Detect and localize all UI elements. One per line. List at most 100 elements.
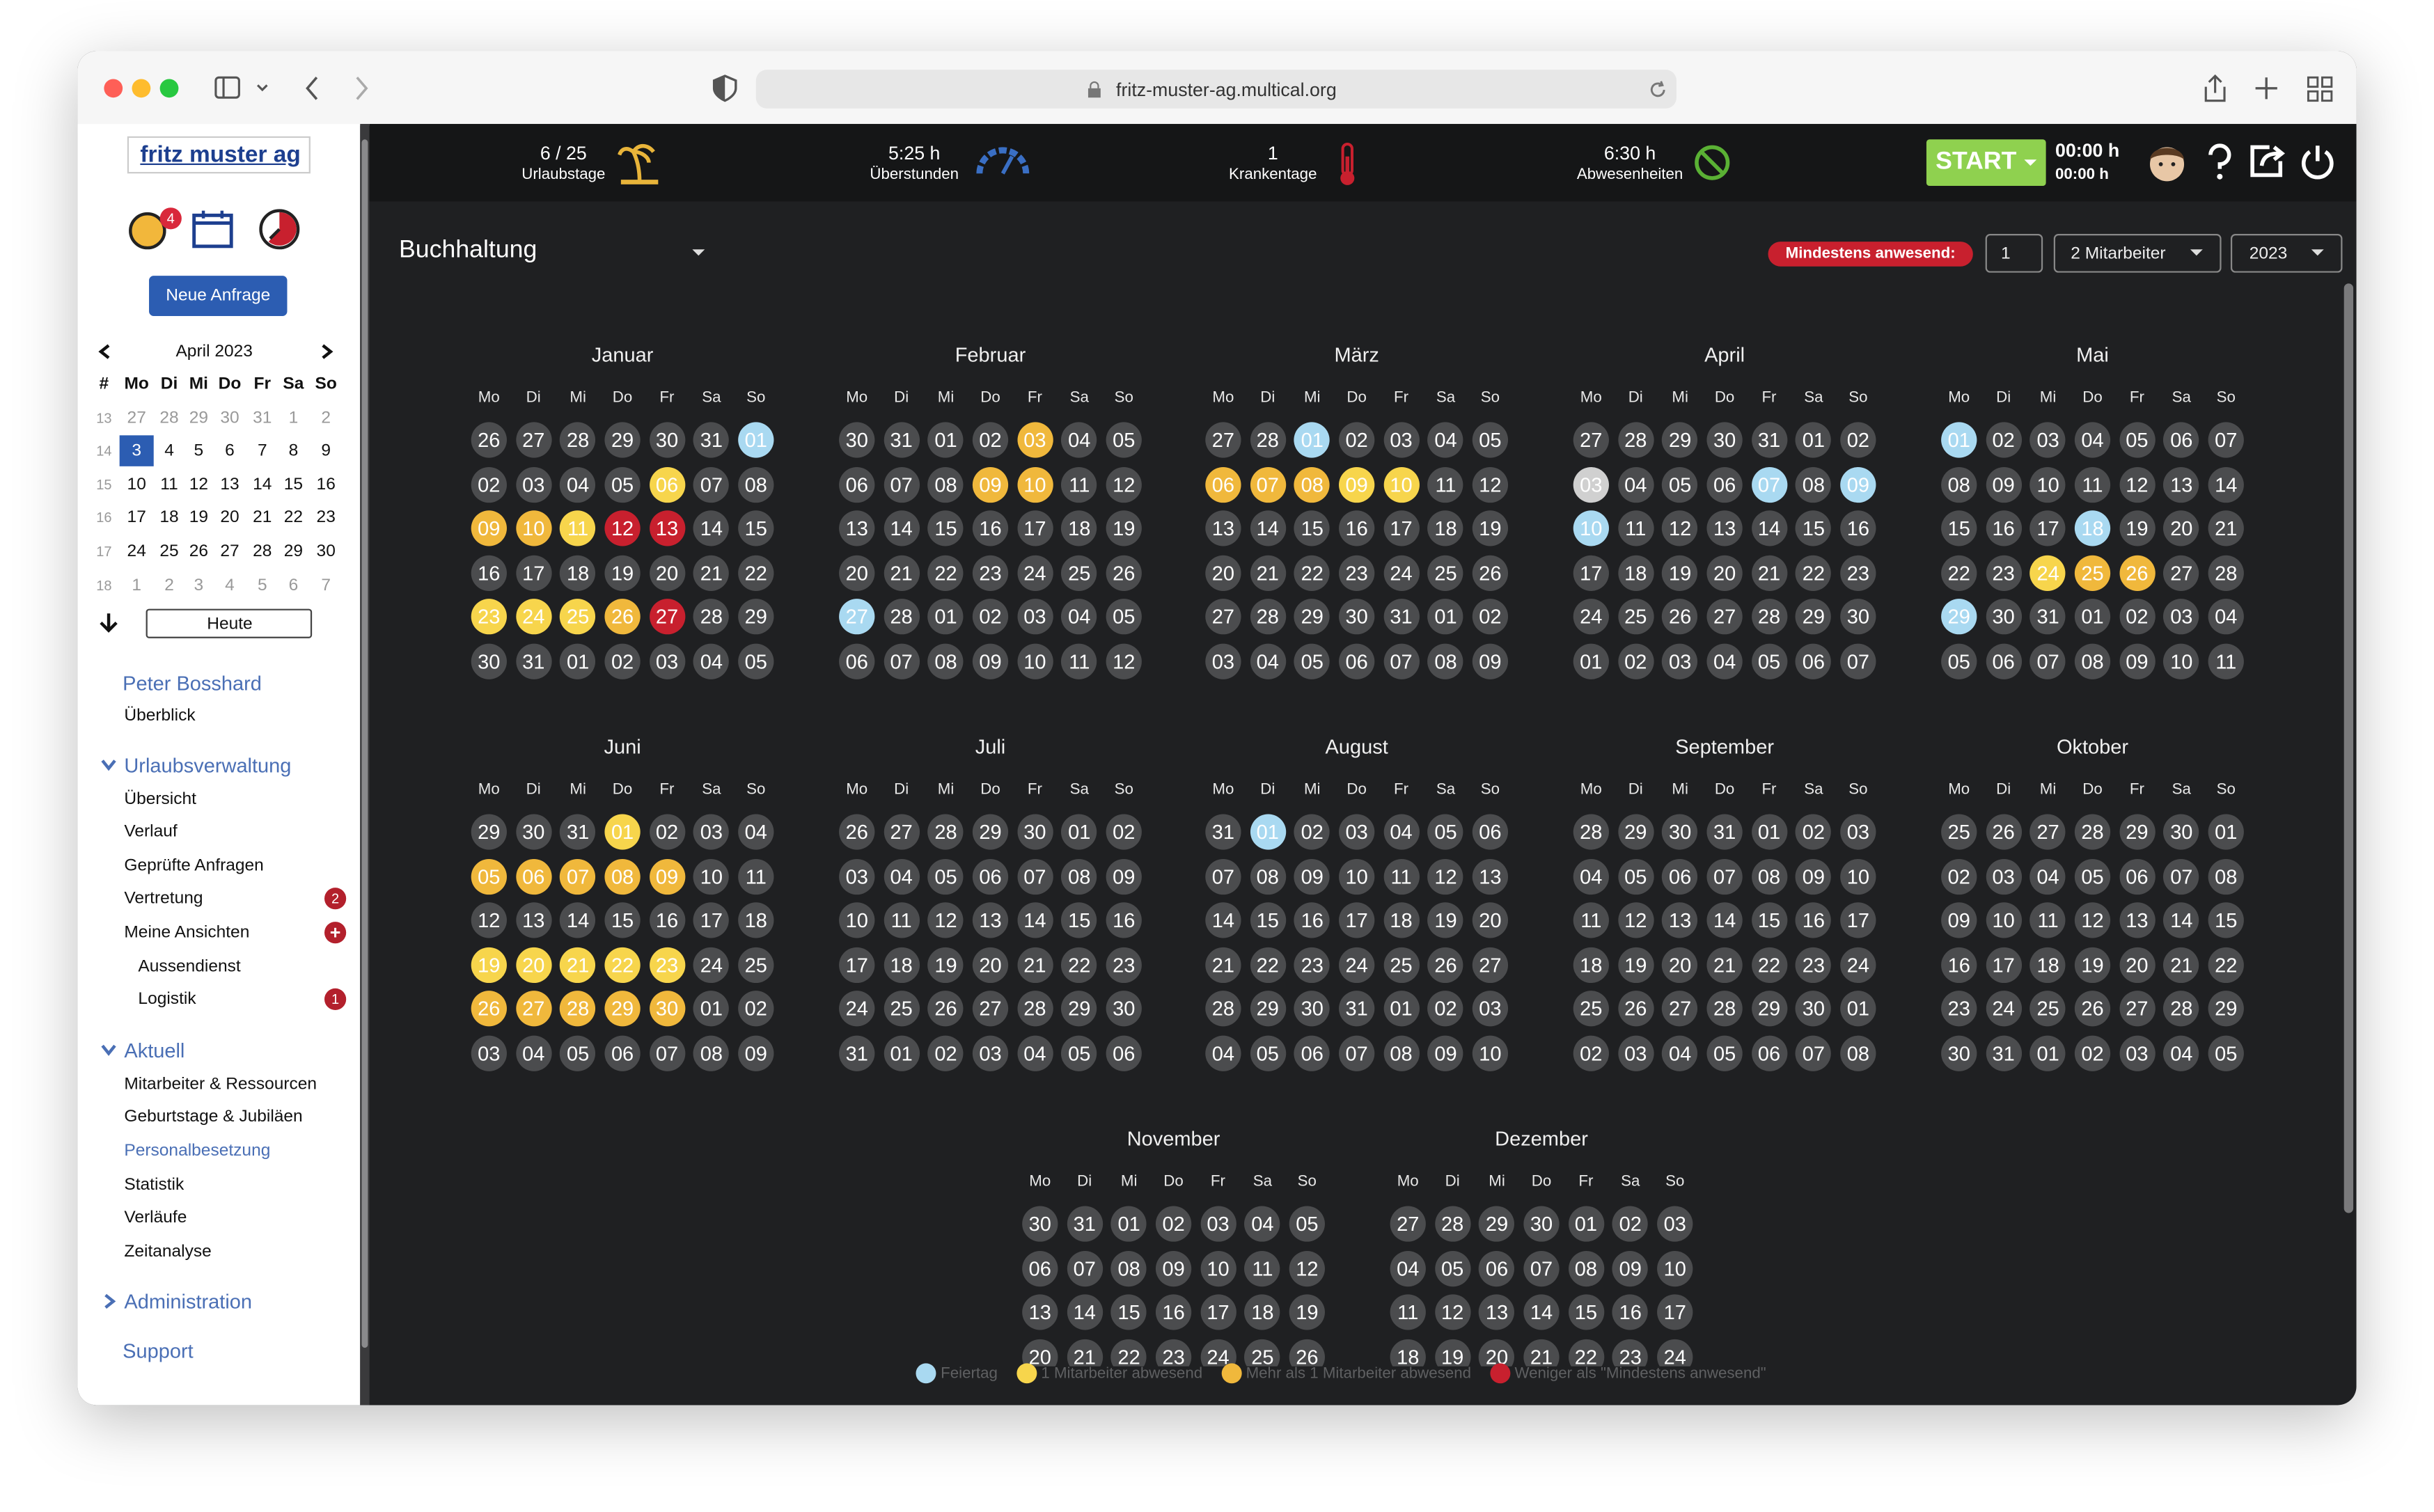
calendar-day[interactable]: 30 — [1016, 814, 1053, 850]
calendar-day[interactable]: 30 — [1022, 1206, 1058, 1242]
calendar-day[interactable]: 11 — [883, 902, 920, 938]
calendar-day[interactable]: 14 — [1250, 510, 1286, 546]
calendar-day[interactable]: 06 — [972, 858, 1009, 895]
calendar-day[interactable]: 17 — [1573, 555, 1609, 591]
calendar-day[interactable]: 26 — [471, 991, 507, 1027]
calendar-day[interactable]: 29 — [738, 599, 774, 636]
calendar-day[interactable]: 30 — [649, 422, 685, 458]
calendar-day[interactable]: 01 — [1383, 991, 1420, 1027]
calendar-day[interactable]: 24 — [1573, 599, 1609, 636]
calendar-day[interactable]: 07 — [883, 466, 920, 503]
mini-calendar-day[interactable]: 31 — [253, 409, 272, 428]
calendar-day[interactable]: 27 — [1662, 991, 1698, 1027]
calendar-day[interactable]: 06 — [1294, 1035, 1330, 1071]
calendar-day[interactable]: 24 — [1986, 991, 2022, 1027]
calendar-day[interactable]: 05 — [2208, 1035, 2244, 1071]
calendar-day[interactable]: 07 — [883, 643, 920, 679]
calendar-day[interactable]: 17 — [1383, 510, 1420, 546]
today-button[interactable]: Heute — [146, 608, 313, 638]
mini-calendar-day[interactable]: 4 — [225, 576, 235, 595]
calendar-day[interactable]: 23 — [1612, 1339, 1649, 1367]
calendar-day[interactable]: 28 — [2163, 991, 2199, 1027]
calendar-day[interactable]: 08 — [1061, 858, 1097, 895]
mini-calendar-day[interactable]: 29 — [189, 409, 209, 428]
calendar-day[interactable]: 18 — [2029, 947, 2066, 983]
calendar-day[interactable]: 25 — [1427, 555, 1464, 591]
calendar-day[interactable]: 02 — [1339, 422, 1375, 458]
calendar-day[interactable]: 30 — [1986, 599, 2022, 636]
calendar-day[interactable]: 05 — [738, 643, 774, 679]
calendar-day[interactable]: 23 — [1106, 947, 1142, 983]
calendar-day[interactable]: 03 — [972, 1035, 1009, 1071]
calendar-day[interactable]: 04 — [2208, 599, 2244, 636]
calendar-day[interactable]: 18 — [1427, 510, 1464, 546]
nav-item[interactable]: Verlauf — [124, 823, 178, 842]
calendar-day[interactable]: 01 — [693, 991, 730, 1027]
calendar-day[interactable]: 15 — [1796, 510, 1832, 546]
calendar-day[interactable]: 27 — [2119, 991, 2156, 1027]
calendar-day[interactable]: 26 — [604, 599, 641, 636]
calendar-day[interactable]: 04 — [1061, 422, 1097, 458]
mini-calendar-day[interactable]: 30 — [220, 409, 240, 428]
calendar-day[interactable]: 20 — [2163, 510, 2199, 546]
calendar-day[interactable]: 15 — [1751, 902, 1787, 938]
mini-calendar-day[interactable]: 11 — [160, 475, 178, 494]
department[interactable]: Buchhaltung — [399, 237, 537, 264]
calendar-day[interactable]: 02 — [972, 599, 1009, 636]
calendar-day[interactable]: 15 — [1294, 510, 1330, 546]
calendar-day[interactable]: 21 — [883, 555, 920, 591]
calendar-day[interactable]: 09 — [1472, 643, 1509, 679]
calendar-day[interactable]: 03 — [1573, 466, 1609, 503]
calendar-day[interactable]: 13 — [1472, 858, 1509, 895]
calendar-day[interactable]: 19 — [604, 555, 641, 591]
calendar-day[interactable]: 22 — [1061, 947, 1097, 983]
calendar-day[interactable]: 11 — [1383, 858, 1420, 895]
nav-item[interactable]: Geprüfte Anfragen — [124, 856, 264, 875]
calendar-day[interactable]: 16 — [1612, 1294, 1649, 1330]
start-button[interactable]: START — [1926, 139, 2046, 187]
calendar-day[interactable]: 21 — [1205, 947, 1241, 983]
calendar-day[interactable]: 16 — [471, 555, 507, 591]
calendar-day[interactable]: 27 — [1573, 422, 1609, 458]
mini-calendar-day[interactable]: 23 — [316, 507, 336, 527]
calendar-day[interactable]: 02 — [471, 466, 507, 503]
calendar-day[interactable]: 05 — [1289, 1206, 1325, 1242]
calendar-day[interactable]: 01 — [1061, 814, 1097, 850]
calendar-day[interactable]: 31 — [560, 814, 596, 850]
calendar-day[interactable]: 04 — [2029, 858, 2066, 895]
calendar-day[interactable]: 26 — [2119, 555, 2156, 591]
calendar-day[interactable]: 22 — [2208, 947, 2244, 983]
calendar-day[interactable]: 09 — [1155, 1250, 1192, 1286]
calendar-day[interactable]: 27 — [515, 991, 551, 1027]
calendar-day[interactable]: 03 — [693, 814, 730, 850]
calendar-day[interactable]: 08 — [1751, 858, 1787, 895]
mini-calendar-day[interactable]: 2 — [321, 409, 331, 428]
calendar-day[interactable]: 08 — [927, 466, 964, 503]
calendar-day[interactable]: 05 — [1941, 643, 1977, 679]
calendar-day[interactable]: 04 — [2163, 1035, 2199, 1071]
calendar-day[interactable]: 18 — [560, 555, 596, 591]
calendar-day[interactable]: 02 — [1612, 1206, 1649, 1242]
calendar-day[interactable]: 29 — [2208, 991, 2244, 1027]
calendar-day[interactable]: 05 — [1751, 643, 1787, 679]
calendar-day[interactable]: 01 — [1294, 422, 1330, 458]
year-select[interactable]: 2023 — [2230, 234, 2343, 273]
mini-calendar-day[interactable]: 13 — [220, 475, 240, 494]
calendar-day[interactable]: 06 — [1479, 1250, 1515, 1286]
calendar-day[interactable]: 18 — [2074, 510, 2111, 546]
calendar-day[interactable]: 15 — [1111, 1294, 1147, 1330]
calendar-day[interactable]: 08 — [604, 858, 641, 895]
nav-section[interactable]: Urlaubsverwaltung — [124, 753, 292, 778]
mini-calendar-day[interactable]: 3 — [132, 441, 142, 460]
calendar-day[interactable]: 25 — [1061, 555, 1097, 591]
calendar-day[interactable]: 29 — [1479, 1206, 1515, 1242]
calendar-day[interactable]: 24 — [693, 947, 730, 983]
calendar-day[interactable]: 21 — [1016, 947, 1053, 983]
calendar-day[interactable]: 01 — [560, 643, 596, 679]
calendar-day[interactable]: 16 — [649, 902, 685, 938]
calendar-day[interactable]: 08 — [1796, 466, 1832, 503]
calendar-day[interactable]: 27 — [883, 814, 920, 850]
calendar-day[interactable]: 27 — [515, 422, 551, 458]
calendar-day[interactable]: 27 — [972, 991, 1009, 1027]
calendar-day[interactable]: 31 — [1706, 814, 1743, 850]
